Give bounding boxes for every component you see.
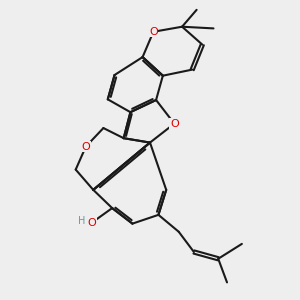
Text: O: O xyxy=(82,142,90,152)
Text: O: O xyxy=(88,218,96,228)
Text: O: O xyxy=(170,119,179,129)
Text: H: H xyxy=(78,216,85,226)
Text: O: O xyxy=(149,27,158,37)
